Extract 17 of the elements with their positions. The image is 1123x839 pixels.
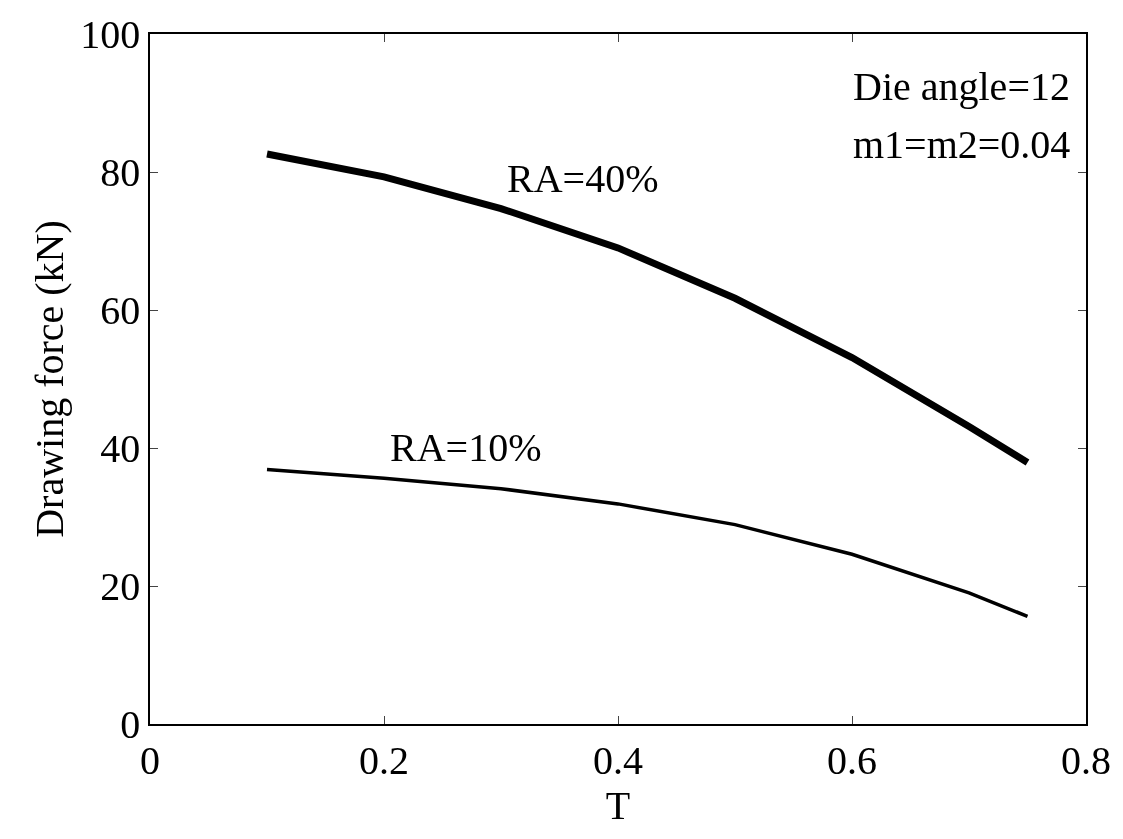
x-axis-title: T xyxy=(605,782,631,828)
y-tick-label: 0 xyxy=(120,702,141,747)
annotation: Die angle=12 xyxy=(853,64,1070,109)
x-tick-label: 0.2 xyxy=(359,737,409,783)
y-tick-label: 100 xyxy=(80,12,141,57)
y-tick-label: 40 xyxy=(100,426,141,471)
x-tick-label: 0.4 xyxy=(593,737,643,783)
x-tick-label: 0.8 xyxy=(1061,737,1111,783)
annotation: m1=m2=0.04 xyxy=(853,122,1071,167)
series-label: RA=40% xyxy=(507,156,659,201)
series-label: RA=10% xyxy=(390,425,542,470)
y-axis-title: Drawing force (kN) xyxy=(27,220,73,538)
line-series xyxy=(265,467,1030,619)
y-tick-label: 20 xyxy=(100,564,141,609)
y-tick-label: 60 xyxy=(100,288,141,333)
x-tick-label: 0.6 xyxy=(827,737,877,783)
y-tick-label: 80 xyxy=(100,150,141,195)
